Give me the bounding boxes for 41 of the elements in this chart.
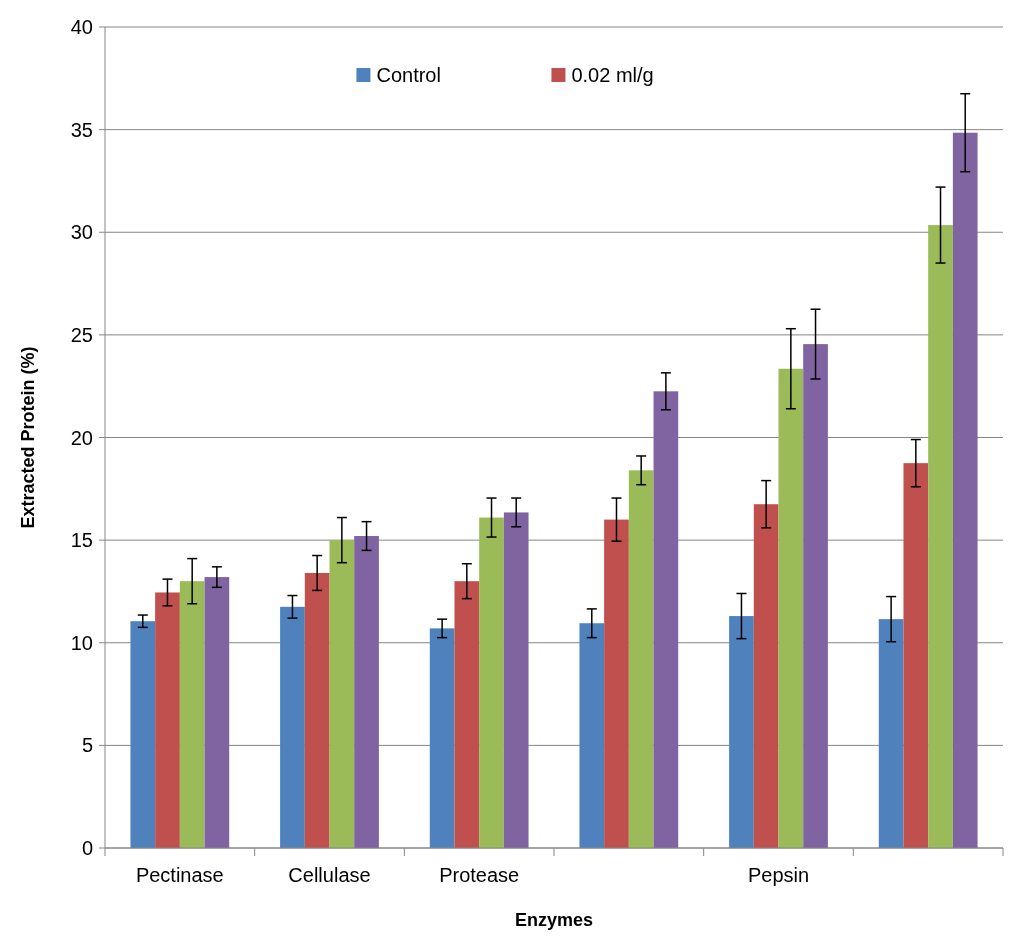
bar	[429, 628, 455, 848]
y-tick-label: 0	[81, 837, 93, 859]
bar	[204, 577, 230, 848]
bar	[878, 619, 904, 848]
y-tick-label: 30	[70, 221, 93, 244]
x-tick-label: Pectinase	[135, 864, 224, 886]
bar	[503, 512, 529, 848]
bar	[454, 581, 480, 848]
bar	[903, 463, 929, 848]
legend-label: Control	[376, 64, 441, 86]
x-axis-title: Enzymes	[514, 910, 594, 930]
bar	[280, 606, 305, 848]
bar	[579, 623, 605, 848]
x-tick-label: Protease	[439, 864, 520, 886]
x-tick-label: Pepsin	[747, 864, 810, 886]
bar	[354, 536, 379, 848]
y-tick-label: 25	[70, 323, 93, 346]
y-axis-title: Extracted Protein (%)	[18, 346, 38, 529]
x-tick-label: Cellulase	[288, 864, 371, 886]
y-tick-label: 35	[70, 118, 93, 141]
bar	[179, 581, 205, 848]
y-tick-label: 40	[70, 16, 93, 38]
bar	[479, 517, 504, 848]
bar	[628, 470, 654, 848]
y-tick-label: 5	[81, 734, 93, 757]
bar	[778, 368, 804, 848]
legend-label: 0.02 ml/g	[571, 64, 654, 86]
bar	[304, 572, 330, 848]
y-tick-label: 10	[70, 631, 93, 654]
bar	[155, 592, 180, 848]
y-tick-label: 15	[70, 529, 93, 552]
bar	[329, 540, 355, 848]
bar	[803, 344, 828, 848]
bar	[604, 519, 629, 848]
bar	[928, 225, 953, 848]
y-tick-label: 20	[70, 426, 93, 449]
bar	[729, 616, 754, 848]
bar	[753, 504, 779, 848]
bar	[653, 391, 679, 848]
bar	[952, 132, 978, 848]
bar	[130, 621, 156, 848]
